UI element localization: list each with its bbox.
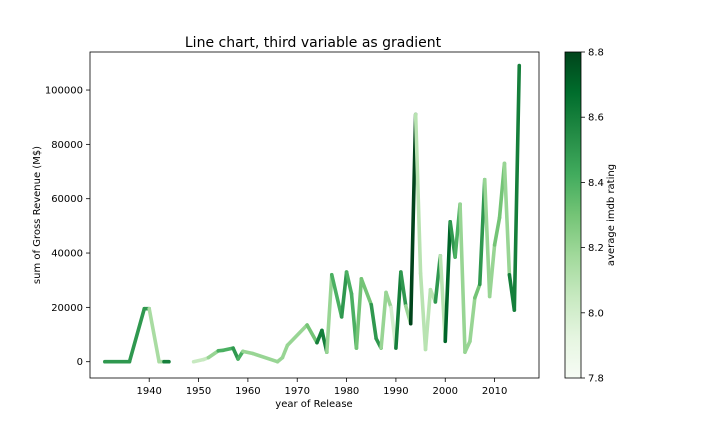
line-segment bbox=[369, 302, 378, 341]
colorbar-tick-label: 7.8 bbox=[588, 374, 604, 385]
line-segment bbox=[379, 290, 388, 350]
line-segment bbox=[251, 351, 280, 364]
y-tick-label: 0 bbox=[77, 357, 83, 368]
colorbar-tick-label: 8.4 bbox=[588, 178, 604, 189]
y-tick-label: 60000 bbox=[51, 194, 83, 205]
colorbar-tick-label: 8.0 bbox=[588, 308, 604, 319]
line-segment bbox=[487, 243, 497, 299]
line-segment bbox=[413, 112, 423, 276]
x-tick-label: 2010 bbox=[482, 386, 507, 397]
colorbar-ticks: 7.8 8.0 8.2 8.4 8.6 8.8 bbox=[581, 48, 604, 385]
x-tick-label: 1980 bbox=[334, 386, 359, 397]
x-tick-label: 1950 bbox=[186, 386, 211, 397]
line-segment bbox=[399, 270, 408, 308]
line-segment bbox=[458, 202, 467, 354]
line-segment bbox=[423, 287, 433, 352]
x-tick-label: 1940 bbox=[136, 386, 161, 397]
colorbar-tick-label: 8.8 bbox=[588, 48, 604, 59]
x-tick-label: 1990 bbox=[383, 386, 408, 397]
line-segment bbox=[384, 290, 393, 310]
line-segment bbox=[285, 323, 309, 348]
line-segment bbox=[502, 161, 512, 277]
colorbar-label: average imdb rating bbox=[606, 164, 617, 266]
y-tick-label: 80000 bbox=[51, 140, 83, 151]
colorbar-tick-label: 8.6 bbox=[588, 113, 604, 124]
line-segment bbox=[305, 323, 319, 345]
line-segment bbox=[512, 63, 522, 312]
line-segment bbox=[325, 272, 334, 354]
line-segment bbox=[473, 282, 482, 300]
line-segment bbox=[463, 339, 472, 354]
line-segment bbox=[354, 277, 364, 350]
plot-lines bbox=[103, 63, 522, 364]
colorbar-tick-label: 8.2 bbox=[588, 243, 604, 254]
x-tick-label: 1960 bbox=[235, 386, 260, 397]
y-axis: 0 20000 40000 60000 80000 100000 bbox=[45, 86, 90, 368]
y-tick-label: 100000 bbox=[45, 86, 83, 97]
line-segment bbox=[127, 306, 147, 364]
x-axis-label: year of Release bbox=[275, 399, 352, 410]
y-tick-label: 20000 bbox=[51, 303, 83, 314]
y-tick-label: 40000 bbox=[51, 249, 83, 260]
line-segment bbox=[394, 270, 403, 350]
line-segment bbox=[418, 271, 428, 352]
line-segment bbox=[147, 306, 161, 364]
line-segment bbox=[206, 349, 221, 360]
x-tick-label: 1970 bbox=[285, 386, 310, 397]
line-segment bbox=[329, 272, 344, 319]
line-segment bbox=[443, 219, 452, 344]
colorbar bbox=[564, 51, 582, 379]
line-segment bbox=[482, 177, 492, 299]
x-tick-label: 2000 bbox=[433, 386, 458, 397]
plot-frame bbox=[89, 51, 540, 379]
line-segment bbox=[344, 270, 354, 296]
y-axis-label: sum of Gross Revenue (M$) bbox=[32, 146, 43, 284]
chart-title: Line chart, third variable as gradient bbox=[185, 35, 442, 51]
line-segment bbox=[408, 112, 418, 326]
line-segment bbox=[492, 215, 502, 247]
line-segment bbox=[280, 343, 290, 360]
x-axis: 1940 1950 1960 1970 1980 1990 2000 2010 bbox=[136, 378, 507, 397]
line-segment bbox=[468, 296, 477, 344]
line-segment bbox=[359, 277, 374, 307]
line-segment bbox=[339, 270, 349, 319]
